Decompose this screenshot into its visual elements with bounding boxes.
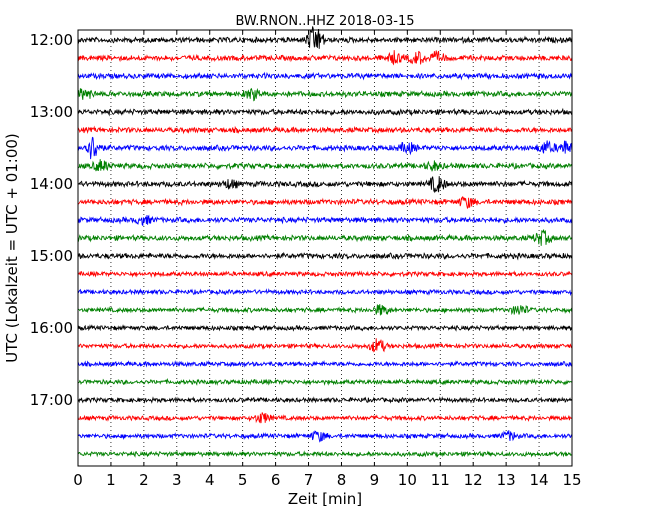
seismogram-trace <box>77 288 573 297</box>
y-tick-label: 12:00 <box>30 31 73 49</box>
seismogram-trace <box>77 136 573 160</box>
x-tick-label: 3 <box>172 471 182 489</box>
seismogram-trace <box>77 50 573 66</box>
seismogram-trace <box>77 251 573 261</box>
x-tick-label: 5 <box>238 471 248 489</box>
y-tick-label: 15:00 <box>30 247 73 265</box>
seismogram-traces <box>77 26 573 458</box>
x-tick-label: 4 <box>205 471 215 489</box>
x-tick-label: 14 <box>530 471 549 489</box>
x-tick-label: 0 <box>73 471 83 489</box>
y-tick-label: 14:00 <box>30 175 73 193</box>
seismogram-trace <box>77 159 573 172</box>
seismogram-trace <box>77 176 573 194</box>
seismogram-trace <box>77 125 573 135</box>
y-tick-label: 16:00 <box>30 319 73 337</box>
seismogram-trace <box>77 449 573 458</box>
x-tick-label: 15 <box>562 471 581 489</box>
seismogram-trace <box>77 196 573 210</box>
seismogram-trace <box>77 396 573 404</box>
x-tick-label: 12 <box>464 471 483 489</box>
seismogram-trace <box>77 71 573 81</box>
seismogram-trace <box>77 214 573 227</box>
seismogram-trace <box>77 360 573 368</box>
x-tick-label: 10 <box>398 471 417 489</box>
x-tick-label: 9 <box>370 471 380 489</box>
seismogram-trace <box>77 412 573 424</box>
vertical-grid <box>110 30 540 466</box>
seismogram-trace <box>77 270 573 278</box>
x-tick-label: 1 <box>106 471 116 489</box>
seismogram-trace <box>77 229 573 246</box>
x-tick-label: 7 <box>304 471 314 489</box>
y-axis-label: UTC (Lokalzeit = UTC + 01:00) <box>3 133 21 363</box>
plot-frame <box>77 29 573 467</box>
seismogram-trace <box>77 377 573 386</box>
seismogram-trace <box>77 338 573 353</box>
x-tick-label: 2 <box>139 471 149 489</box>
x-axis-label: Zeit [min] <box>288 490 362 508</box>
seismogram-trace <box>77 304 573 316</box>
seismogram-trace <box>77 26 573 49</box>
seismogram-trace <box>77 87 573 102</box>
seismogram-trace <box>77 107 573 117</box>
x-tick-label: 6 <box>271 471 281 489</box>
y-tick-label: 13:00 <box>30 103 73 121</box>
y-axis: 12:00 13:00 14:00 15:00 16:00 17:00 <box>30 31 572 409</box>
seismogram-trace <box>77 323 573 333</box>
x-axis: 0 1 2 3 4 5 6 7 8 9 10 11 12 13 14 15 <box>73 30 582 489</box>
x-tick-label: 11 <box>431 471 450 489</box>
seismogram-trace <box>78 430 573 443</box>
x-tick-label: 13 <box>497 471 516 489</box>
y-tick-label: 17:00 <box>30 391 73 409</box>
x-tick-label: 8 <box>337 471 347 489</box>
chart-title: BW.RNON..HHZ 2018-03-15 <box>235 14 414 29</box>
